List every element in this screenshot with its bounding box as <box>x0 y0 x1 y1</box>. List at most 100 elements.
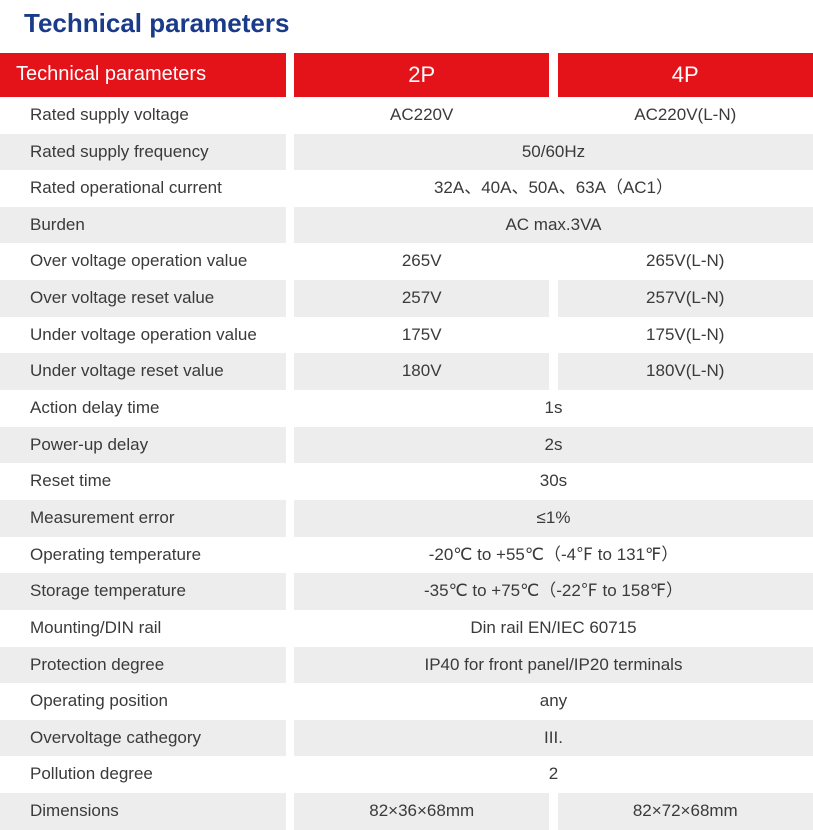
row-label: Under voltage reset value <box>0 353 286 390</box>
row-value-4p: 175V(L-N) <box>558 317 813 354</box>
table-row: Reset time30s <box>0 463 813 500</box>
col-gap <box>286 610 294 647</box>
table-row: Measurement error≤1% <box>0 500 813 537</box>
row-label: Over voltage reset value <box>0 280 286 317</box>
table-row: Pollution degree2 <box>0 756 813 793</box>
table-row: Rated supply voltageAC220VAC220V(L-N) <box>0 97 813 134</box>
col-gap <box>286 97 294 134</box>
table-row: Rated operational current32A、40A、50A、63A… <box>0 170 813 207</box>
col-gap <box>286 134 294 171</box>
row-value-merged: 30s <box>294 463 813 500</box>
row-label: Under voltage operation value <box>0 317 286 354</box>
col-gap <box>286 243 294 280</box>
col-gap <box>286 53 294 97</box>
row-label: Storage temperature <box>0 573 286 610</box>
col-gap <box>286 170 294 207</box>
page: Technical parameters Technical parameter… <box>0 0 813 830</box>
row-value-4p: 180V(L-N) <box>558 353 813 390</box>
table-row: Protection degreeIP40 for front panel/IP… <box>0 647 813 684</box>
row-value-merged: AC max.3VA <box>294 207 813 244</box>
table-row: Power-up delay2s <box>0 427 813 464</box>
row-label: Mounting/DIN rail <box>0 610 286 647</box>
row-value-merged: any <box>294 683 813 720</box>
table-row: Rated supply frequency50/60Hz <box>0 134 813 171</box>
table-row: Operating temperature-20℃ to +55℃（-4℉ to… <box>0 537 813 574</box>
col-gap <box>549 280 557 317</box>
col-gap <box>549 97 557 134</box>
col-gap <box>549 53 557 97</box>
col-gap <box>549 317 557 354</box>
row-label: Over voltage operation value <box>0 243 286 280</box>
table-header-row: Technical parameters 2P 4P <box>0 53 813 97</box>
row-value-merged: 2 <box>294 756 813 793</box>
col-gap <box>286 500 294 537</box>
row-value-4p: 257V(L-N) <box>558 280 813 317</box>
table-row: Over voltage reset value257V257V(L-N) <box>0 280 813 317</box>
row-value-4p: 82×72×68mm <box>558 793 813 830</box>
row-value-merged: III. <box>294 720 813 757</box>
col-gap <box>549 243 557 280</box>
row-label: Dimensions <box>0 793 286 830</box>
row-value-2p: 257V <box>294 280 549 317</box>
table-row: Mounting/DIN railDin rail EN/IEC 60715 <box>0 610 813 647</box>
row-label: Protection degree <box>0 647 286 684</box>
table-row: Operating positionany <box>0 683 813 720</box>
row-label: Operating temperature <box>0 537 286 574</box>
col-gap <box>286 683 294 720</box>
table-row: Storage temperature-35℃ to +75℃（-22℉ to … <box>0 573 813 610</box>
row-value-2p: 265V <box>294 243 549 280</box>
table-body: Rated supply voltageAC220VAC220V(L-N)Rat… <box>0 97 813 830</box>
row-label: Measurement error <box>0 500 286 537</box>
row-value-2p: AC220V <box>294 97 549 134</box>
row-value-merged: -35℃ to +75℃（-22℉ to 158℉） <box>294 573 813 610</box>
row-label: Overvoltage cathegory <box>0 720 286 757</box>
row-label: Burden <box>0 207 286 244</box>
col-gap <box>286 647 294 684</box>
table-header-label: Technical parameters <box>0 53 286 97</box>
row-value-4p: AC220V(L-N) <box>558 97 813 134</box>
row-value-merged: 50/60Hz <box>294 134 813 171</box>
col-gap <box>549 353 557 390</box>
row-label: Rated operational current <box>0 170 286 207</box>
row-label: Power-up delay <box>0 427 286 464</box>
row-value-merged: -20℃ to +55℃（-4℉ to 131℉） <box>294 537 813 574</box>
row-value-2p: 82×36×68mm <box>294 793 549 830</box>
col-gap <box>286 537 294 574</box>
row-label: Rated supply voltage <box>0 97 286 134</box>
col-gap <box>286 353 294 390</box>
table-row: Dimensions82×36×68mm82×72×68mm <box>0 793 813 830</box>
col-gap <box>286 756 294 793</box>
table-header-col2: 2P <box>294 53 549 97</box>
col-gap <box>286 463 294 500</box>
row-label: Operating position <box>0 683 286 720</box>
row-value-4p: 265V(L-N) <box>558 243 813 280</box>
col-gap <box>286 317 294 354</box>
col-gap <box>286 573 294 610</box>
row-label: Rated supply frequency <box>0 134 286 171</box>
row-value-merged: ≤1% <box>294 500 813 537</box>
page-title: Technical parameters <box>0 8 813 53</box>
col-gap <box>549 793 557 830</box>
table-row: Action delay time1s <box>0 390 813 427</box>
row-label: Pollution degree <box>0 756 286 793</box>
row-value-2p: 180V <box>294 353 549 390</box>
table-row: Overvoltage cathegoryIII. <box>0 720 813 757</box>
col-gap <box>286 793 294 830</box>
row-value-merged: Din rail EN/IEC 60715 <box>294 610 813 647</box>
row-value-merged: 2s <box>294 427 813 464</box>
table-row: Under voltage reset value180V180V(L-N) <box>0 353 813 390</box>
table-row: Over voltage operation value265V265V(L-N… <box>0 243 813 280</box>
row-value-merged: 32A、40A、50A、63A（AC1） <box>294 170 813 207</box>
col-gap <box>286 720 294 757</box>
col-gap <box>286 390 294 427</box>
row-label: Action delay time <box>0 390 286 427</box>
table-row: Under voltage operation value175V175V(L-… <box>0 317 813 354</box>
col-gap <box>286 280 294 317</box>
table-header-col3: 4P <box>558 53 813 97</box>
col-gap <box>286 207 294 244</box>
row-value-merged: 1s <box>294 390 813 427</box>
spec-table: Technical parameters 2P 4P Rated supply … <box>0 53 813 830</box>
col-gap <box>286 427 294 464</box>
row-label: Reset time <box>0 463 286 500</box>
row-value-merged: IP40 for front panel/IP20 terminals <box>294 647 813 684</box>
